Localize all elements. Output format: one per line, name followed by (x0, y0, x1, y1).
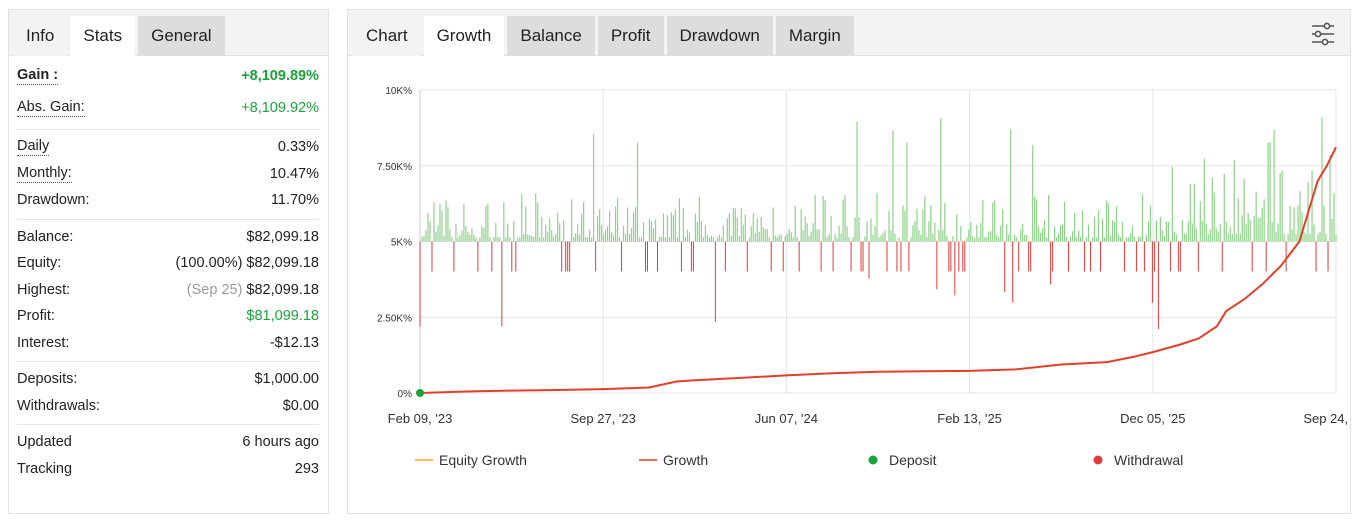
stats-body: Gain : +8,109.89% Abs. Gain: +8,109.92% … (9, 56, 328, 487)
growth-series-line (419, 146, 1337, 394)
balance-label: Balance: (17, 228, 74, 245)
withdrawals-row: Withdrawals: $0.00 (17, 393, 319, 420)
balance-value: $82,099.18 (246, 228, 319, 245)
x-tick-label: Dec 05, '25 (1120, 411, 1185, 426)
rates-group: Daily 0.33% Monthly: 10.47% Drawdown: 11… (17, 130, 319, 220)
equity-value: $82,099.18 (246, 255, 319, 272)
abs-gain-row: Abs. Gain: +8,109.92% (17, 92, 319, 124)
deposits-label: Deposits: (17, 371, 78, 388)
legend-withdrawal-swatch (1093, 455, 1103, 465)
highest-value: $82,099.18 (246, 281, 319, 298)
legend-withdrawal-label[interactable]: Withdrawal (1114, 452, 1183, 468)
y-tick-label: 2.50K% (377, 313, 412, 324)
growth-chart: 10K% 7.50K% 5K% 2.50K% 0% Feb 09, '23 Sep 27, … (377, 86, 1361, 468)
updated-label: Updated (17, 434, 72, 451)
equity-row: Equity: (100.00%) $82,099.18 (17, 250, 319, 277)
interest-value: -$12.13 (269, 334, 319, 351)
y-tick-label: 10K% (385, 86, 412, 97)
profit-row: Profit: $81,099.18 (17, 303, 319, 330)
x-tick-label: Jun 07, '24 (755, 411, 818, 426)
sliders-icon[interactable] (1310, 21, 1336, 47)
profit-label: Profit: (17, 308, 55, 325)
tab-drawdown[interactable]: Drawdown (666, 16, 773, 56)
daily-label[interactable]: Daily (17, 138, 50, 157)
deposits-value: $1,000.00 (254, 371, 319, 388)
account-group: Balance: $82,099.18 Equity: (100.00%) $82… (17, 220, 319, 362)
x-tick-label: Feb 13, '25 (937, 411, 1002, 426)
tab-profit[interactable]: Profit (597, 16, 664, 56)
legend-growth-label[interactable]: Growth (663, 452, 708, 468)
meta-group: Updated 6 hours ago Tracking 293 (17, 425, 319, 487)
gain-row: Gain : +8,109.89% (17, 60, 319, 92)
left-tab-bar: Info Stats General (9, 10, 328, 56)
monthly-value: 10.47% (269, 165, 319, 182)
highest-row: Highest: (Sep 25) $82,099.18 (17, 277, 319, 304)
profit-value: $81,099.18 (246, 308, 319, 325)
highest-value-wrap: (Sep 25) $82,099.18 (187, 282, 319, 298)
monthly-row: Monthly: 10.47% (17, 161, 319, 188)
monthly-label[interactable]: Monthly: (17, 164, 72, 183)
highest-label: Highest: (17, 281, 71, 298)
withdrawals-value: $0.00 (282, 397, 319, 414)
equity-percent: (100.00%) (175, 255, 243, 272)
x-tick-label: Sep 27, '23 (571, 411, 636, 426)
y-tick-label: 7.50K% (377, 162, 412, 173)
equity-label: Equity: (17, 255, 62, 272)
tracking-label: Tracking (17, 460, 73, 477)
interest-label: Interest: (17, 334, 70, 351)
chart-tab-bar: Chart Growth Balance Profit Drawdown Mar… (348, 10, 1350, 56)
legend-deposit-label[interactable]: Deposit (889, 452, 937, 468)
drawdown-row: Drawdown: 11.70% (17, 187, 319, 214)
tab-info[interactable]: Info (13, 16, 68, 56)
deposits-row: Deposits: $1,000.00 (17, 366, 319, 393)
tracking-value: 293 (294, 460, 319, 477)
y-tick-label: 5K% (391, 238, 412, 249)
tab-general[interactable]: General (138, 16, 225, 56)
tab-balance[interactable]: Balance (507, 16, 595, 56)
daily-row: Daily 0.33% (17, 134, 319, 161)
x-tick-label: Sep 24, '26 (1303, 411, 1350, 426)
abs-gain-value: +8,109.92% (241, 100, 319, 116)
legend-equity-growth-label[interactable]: Equity Growth (439, 452, 527, 468)
daily-value: 0.33% (277, 139, 319, 156)
growth-chart-area: 10K% 7.50K% 5K% 2.50K% 0% Feb 09, '23 Sep 27, … (348, 56, 1361, 513)
funds-group: Deposits: $1,000.00 Withdrawals: $0.00 (17, 362, 319, 425)
gain-group: Gain : +8,109.89% Abs. Gain: +8,109.92% (17, 56, 319, 130)
legend-deposit-swatch (868, 455, 878, 465)
chart-panel: Chart Growth Balance Profit Drawdown Mar… (347, 9, 1361, 514)
drawdown-label: Drawdown: (17, 192, 90, 209)
equity-value-wrap: (100.00%) $82,099.18 (176, 255, 319, 271)
gain-value: +8,109.89% (241, 68, 319, 84)
updated-row: Updated 6 hours ago (17, 429, 319, 456)
drawdown-value: 11.70% (270, 192, 319, 209)
abs-gain-label[interactable]: Abs. Gain: (17, 99, 85, 117)
stats-panel: Info Stats General Gain : +8,109.89% Abs… (8, 9, 329, 514)
interest-row: Interest: -$12.13 (17, 330, 319, 357)
balance-row: Balance: $82,099.18 (17, 224, 319, 251)
tab-margin[interactable]: Margin (775, 16, 854, 56)
deposit-point[interactable] (416, 389, 424, 397)
y-tick-label: 0% (398, 389, 413, 400)
tab-stats[interactable]: Stats (70, 16, 136, 56)
withdrawals-label: Withdrawals: (17, 397, 100, 414)
updated-value: 6 hours ago (242, 434, 319, 451)
tab-growth[interactable]: Growth (423, 16, 505, 56)
tracking-row: Tracking 293 (17, 456, 319, 483)
tab-chart[interactable]: Chart (353, 16, 421, 56)
highest-date: (Sep 25) (186, 281, 243, 298)
gain-label[interactable]: Gain : (17, 67, 59, 85)
x-tick-label: Feb 09, '23 (388, 411, 453, 426)
